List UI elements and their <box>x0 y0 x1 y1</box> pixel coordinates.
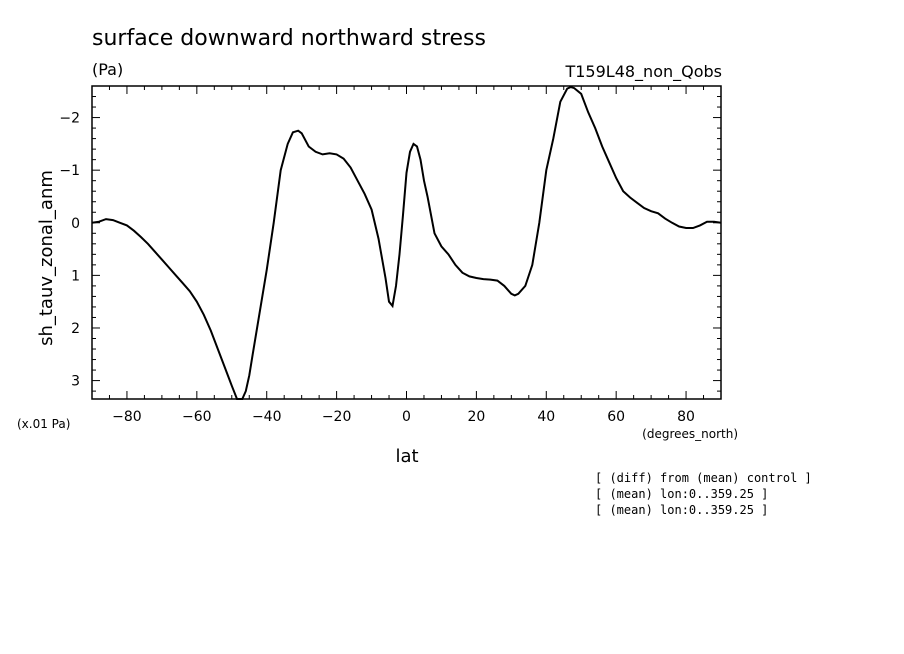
plot-frame <box>91 85 722 400</box>
note-line-3: [ (mean) lon:0..359.25 ] <box>595 503 768 517</box>
x-axis-title: lat <box>395 446 418 467</box>
x-tick-label: −40 <box>252 409 282 425</box>
y-tick-label: 2 <box>71 321 80 337</box>
x-units-label: (degrees_north) <box>642 427 738 441</box>
y-axis-title: sh_tauv_zonal_anm <box>36 170 57 346</box>
plot-area: −80 −60 −40 −20 0 20 40 60 80 −2 −1 0 1 2 3 <box>59 85 722 425</box>
y-tick-label: 3 <box>71 374 80 390</box>
x-tick-label: 80 <box>677 409 695 425</box>
y-tick-label: −2 <box>59 111 80 127</box>
x-tick-label: 40 <box>537 409 555 425</box>
x-tick-label: 60 <box>607 409 625 425</box>
run-label: T159L48_non_Qobs <box>564 62 722 82</box>
y-tick-label: 0 <box>71 216 80 232</box>
series-line <box>91 86 722 400</box>
x-tick-label: −20 <box>322 409 352 425</box>
y-tick-label: −1 <box>59 163 80 179</box>
note-line-1: [ (diff) from (mean) control ] <box>595 471 812 485</box>
chart-title: surface downward northward stress <box>92 26 486 51</box>
x-tick-label: −80 <box>112 409 142 425</box>
y-axis: −2 −1 0 1 2 3 <box>59 85 721 392</box>
units-label: (Pa) <box>92 60 123 79</box>
x-tick-label: −60 <box>182 409 212 425</box>
x-tick-label: 20 <box>467 409 485 425</box>
x-tick-label: 0 <box>402 409 411 425</box>
y-scale-label: (x.01 Pa) <box>17 417 70 431</box>
note-line-2: [ (mean) lon:0..359.25 ] <box>595 487 768 501</box>
y-tick-label: 1 <box>71 268 80 284</box>
x-axis: −80 −60 −40 −20 0 20 40 60 80 <box>91 86 722 425</box>
